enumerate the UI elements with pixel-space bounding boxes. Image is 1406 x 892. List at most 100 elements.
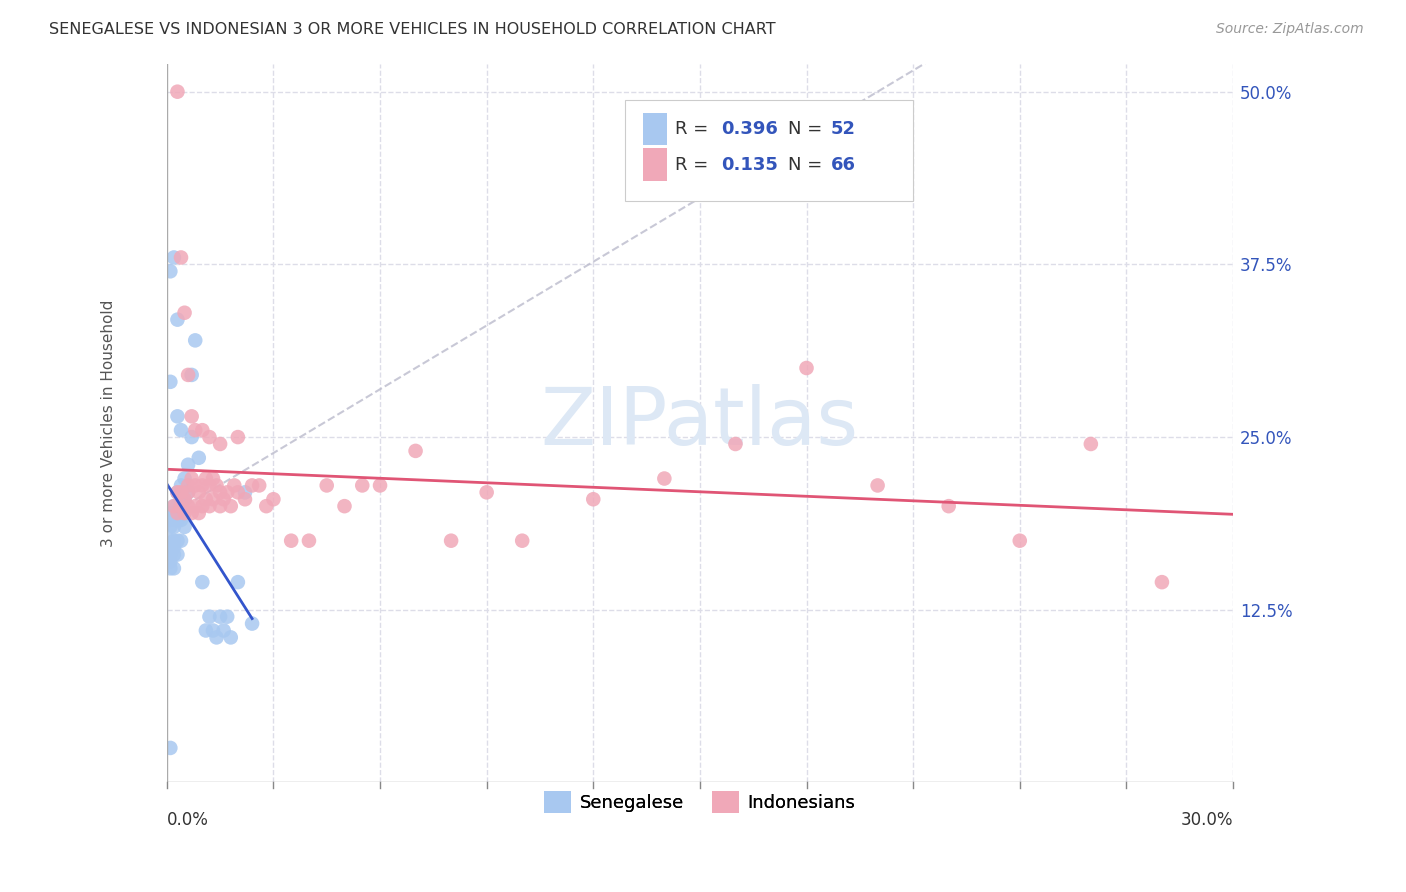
Point (191, 423, 214, 437)
Point (198, 609, 221, 624)
Point (163, 499, 186, 513)
Point (184, 334, 207, 348)
Point (219, 499, 242, 513)
Point (205, 631, 228, 645)
Point (170, 423, 193, 437)
Point (368, 478, 391, 492)
Point (177, 368, 200, 382)
Point (209, 437, 232, 451)
Text: 66: 66 (831, 155, 856, 174)
Point (166, 533, 188, 548)
Point (1080, 437, 1102, 451)
Point (159, 520, 181, 534)
Point (315, 478, 337, 492)
Point (212, 492, 235, 507)
Point (280, 533, 302, 548)
Point (405, 443, 427, 458)
Point (173, 492, 195, 507)
Point (191, 575, 214, 590)
Point (226, 485, 249, 500)
Point (198, 499, 221, 513)
Point (298, 533, 321, 548)
Point (352, 478, 374, 492)
Point (582, 492, 605, 507)
Point (187, 506, 209, 520)
Text: 52: 52 (831, 120, 856, 137)
Point (173, 471, 195, 485)
Text: SENEGALESE VS INDONESIAN 3 OR MORE VEHICLES IN HOUSEHOLD CORRELATION CHART: SENEGALESE VS INDONESIAN 3 OR MORE VEHIC… (49, 22, 776, 37)
Point (173, 520, 195, 534)
Point (209, 609, 232, 624)
Point (159, 513, 181, 527)
Point (163, 533, 186, 548)
Point (187, 485, 209, 500)
Legend: Senegalese, Indonesians: Senegalese, Indonesians (537, 784, 863, 820)
Point (201, 492, 224, 507)
Point (163, 506, 186, 520)
Point (166, 513, 188, 527)
Point (170, 485, 193, 500)
Point (262, 492, 284, 507)
Point (333, 499, 356, 513)
Text: R =: R = (675, 120, 714, 137)
Point (205, 478, 228, 492)
Point (170, 492, 193, 507)
Point (170, 251, 193, 265)
Point (184, 499, 207, 513)
Point (796, 361, 818, 376)
Point (201, 471, 224, 485)
Point (233, 485, 256, 500)
Point (170, 499, 193, 513)
Point (163, 520, 186, 534)
Point (1008, 533, 1031, 548)
Point (166, 506, 188, 520)
Point (187, 450, 209, 465)
Point (180, 368, 202, 382)
Point (166, 485, 188, 500)
Text: Source: ZipAtlas.com: Source: ZipAtlas.com (1216, 22, 1364, 37)
Point (163, 561, 186, 575)
Point (194, 624, 217, 638)
Text: 3 or more Vehicles in Household: 3 or more Vehicles in Household (101, 300, 115, 547)
Point (173, 492, 195, 507)
Point (163, 251, 186, 265)
Point (166, 85, 188, 99)
Point (170, 513, 193, 527)
Point (240, 478, 263, 492)
Point (184, 478, 207, 492)
Point (159, 375, 181, 389)
FancyBboxPatch shape (644, 148, 666, 181)
Point (440, 533, 463, 548)
Point (159, 533, 181, 548)
Point (163, 499, 186, 513)
Point (166, 499, 188, 513)
Point (173, 306, 195, 320)
Point (201, 624, 224, 638)
Point (198, 478, 221, 492)
Point (159, 554, 181, 568)
Point (194, 471, 217, 485)
Text: 0.396: 0.396 (721, 120, 778, 137)
FancyBboxPatch shape (626, 100, 912, 201)
Text: ZIPatlas: ZIPatlas (541, 384, 859, 462)
Point (247, 478, 270, 492)
Point (219, 631, 242, 645)
Text: N =: N = (789, 120, 828, 137)
Text: 0.0%: 0.0% (167, 811, 208, 830)
Point (191, 499, 214, 513)
Point (177, 485, 200, 500)
Text: 0.135: 0.135 (721, 155, 778, 174)
Text: N =: N = (789, 155, 828, 174)
Point (177, 499, 200, 513)
Point (166, 409, 188, 424)
Point (177, 485, 200, 500)
Point (177, 478, 200, 492)
Point (233, 492, 256, 507)
Point (191, 478, 214, 492)
Point (724, 437, 747, 451)
Text: R =: R = (675, 155, 714, 174)
Point (180, 471, 202, 485)
Point (159, 541, 181, 555)
Point (177, 458, 200, 472)
Point (224, 478, 246, 492)
